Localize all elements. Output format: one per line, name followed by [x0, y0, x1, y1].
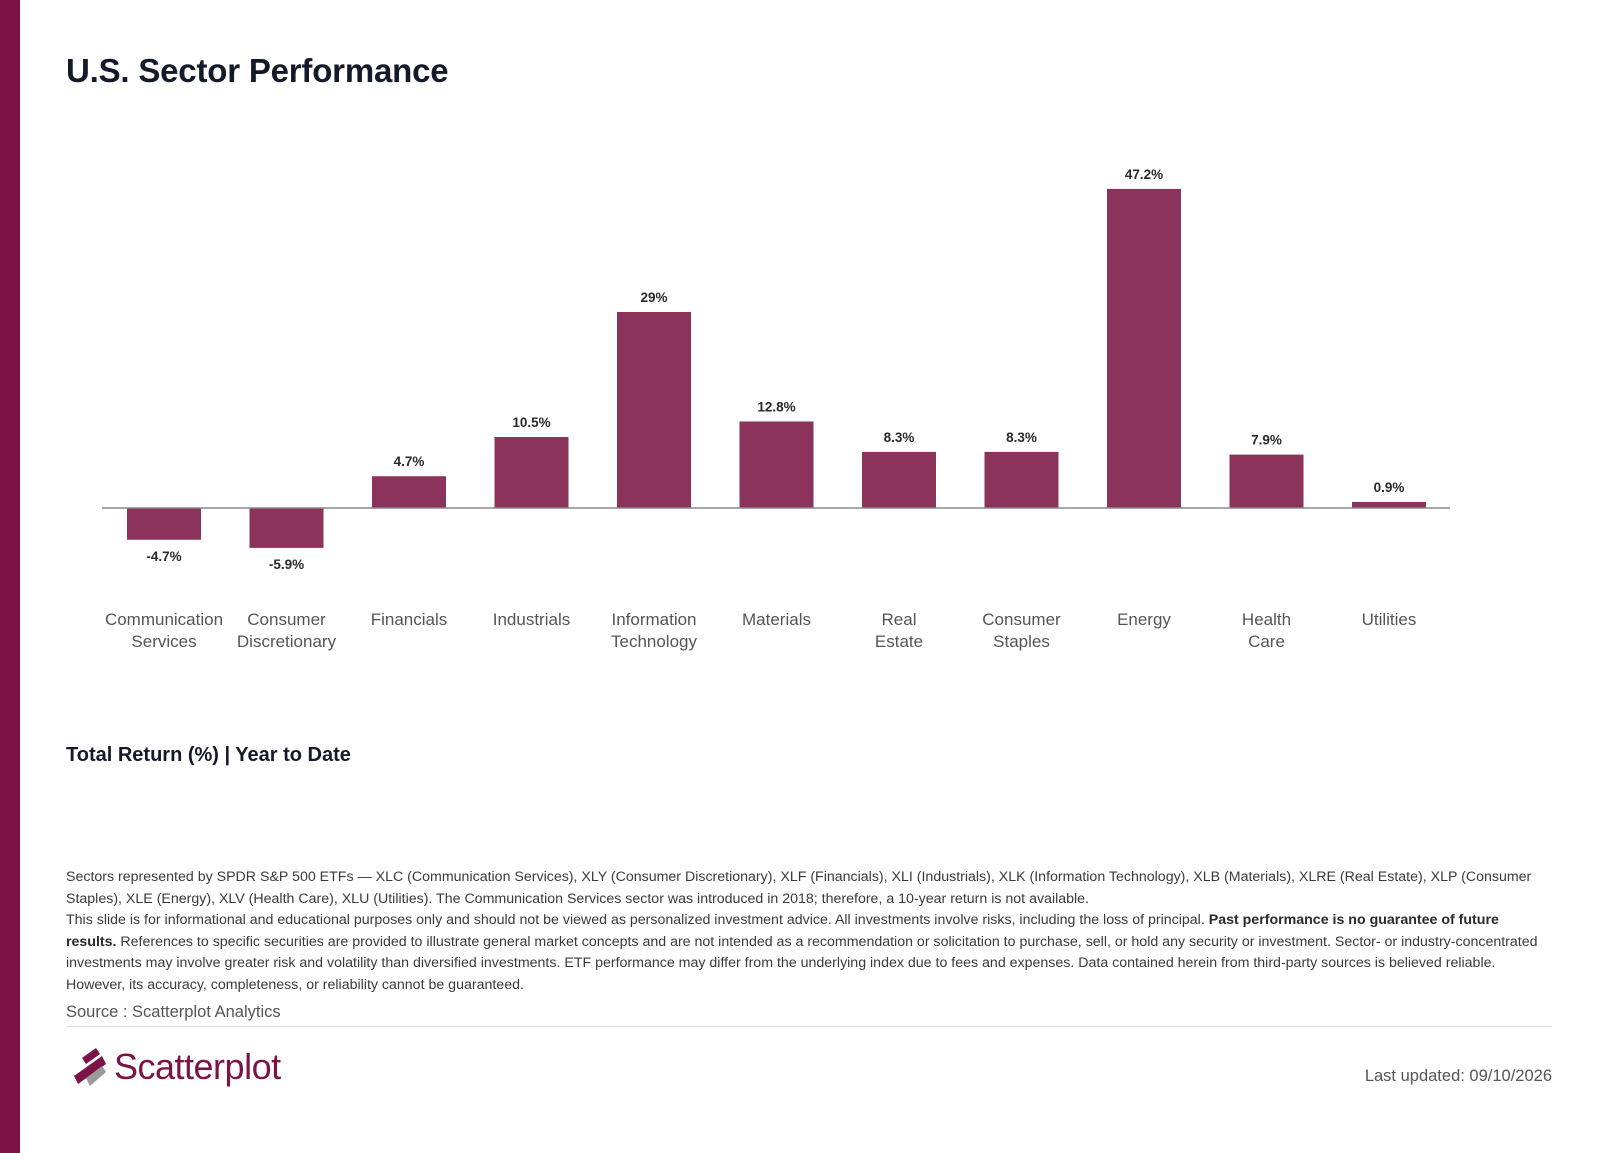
- bar: [862, 451, 936, 508]
- bar: [739, 421, 814, 508]
- logo-mark-icon: [74, 1048, 106, 1086]
- bar: [984, 451, 1059, 508]
- bar: [1352, 501, 1426, 508]
- source-text: Source : Scatterplot Analytics: [66, 1003, 281, 1021]
- category-label: Information: [611, 610, 696, 629]
- last-updated: Last updated: 09/10/2026: [1364, 1067, 1552, 1085]
- data-label: 8.3%: [884, 430, 915, 445]
- page-title: U.S. Sector Performance: [66, 52, 449, 89]
- data-label: -5.9%: [269, 557, 304, 572]
- category-label: Materials: [742, 610, 811, 629]
- footer-divider: [66, 1026, 1552, 1027]
- bar: [249, 508, 324, 548]
- category-label: Real: [882, 610, 917, 629]
- category-label: Industrials: [493, 610, 570, 629]
- disclaimer-bold-text: Past performance is no guarantee of futu…: [66, 912, 1499, 950]
- data-label: 10.5%: [512, 415, 550, 430]
- bar: [494, 437, 569, 508]
- category-label: Services: [131, 632, 196, 651]
- category-label: Staples: [993, 632, 1050, 651]
- data-label: 4.7%: [394, 454, 425, 469]
- bar: [617, 311, 691, 508]
- data-label: 29%: [640, 290, 667, 305]
- disclaimer-text-continued: References to specific securities are pr…: [66, 933, 1538, 993]
- scatterplot-logo[interactable]: Scatterplot: [72, 1044, 281, 1090]
- accent-bar: [0, 0, 20, 1153]
- category-label: Discretionary: [237, 632, 337, 651]
- data-label: 0.9%: [1374, 480, 1405, 495]
- category-label: Financials: [371, 610, 448, 629]
- bar: [1107, 188, 1181, 509]
- category-label: Care: [1248, 632, 1285, 651]
- bar: [1229, 454, 1304, 508]
- data-label: 47.2%: [1125, 167, 1163, 182]
- notes-sectors: Sectors represented by SPDR S&P 500 ETFs…: [66, 869, 1532, 907]
- disclaimer-text: This slide is for informational and educ…: [66, 912, 1205, 928]
- bar: [372, 476, 446, 508]
- bar: [127, 508, 201, 540]
- data-label: 7.9%: [1251, 433, 1282, 448]
- data-label: -4.7%: [146, 549, 181, 564]
- disclaimer-notes: Sectors represented by SPDR S&P 500 ETFs…: [66, 867, 1552, 996]
- logo-text: Scatterplot: [114, 1046, 281, 1087]
- bar-chart: -4.7% Communication Services -5.9% Consumer D…: [102, 167, 1450, 651]
- category-label: Utilities: [1362, 610, 1417, 629]
- category-label: Consumer: [982, 610, 1061, 629]
- category-label: Technology: [611, 632, 698, 651]
- chart-subtitle: Total Return (%) | Year to Date: [66, 744, 351, 766]
- data-label: 12.8%: [757, 399, 795, 414]
- category-label: Energy: [1117, 610, 1171, 629]
- category-label: Estate: [875, 632, 923, 651]
- notes-disclaimer: This slide is for informational and educ…: [66, 910, 1552, 996]
- category-label: Communication: [105, 610, 223, 629]
- data-label: 8.3%: [1006, 430, 1037, 445]
- category-label: Consumer: [247, 610, 326, 629]
- category-label: Health: [1242, 610, 1291, 629]
